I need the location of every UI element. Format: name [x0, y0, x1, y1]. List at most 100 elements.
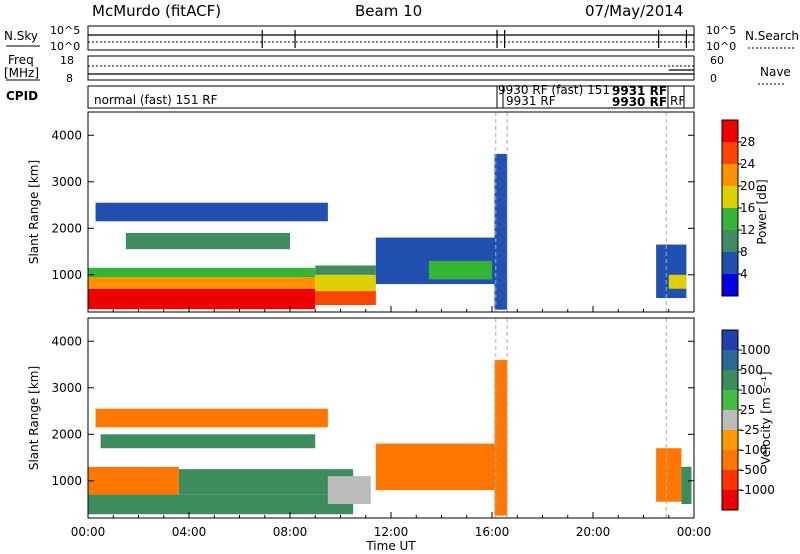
y-tick-label: 2000 [51, 221, 82, 235]
power-y-axis: 1000 2000 3000 4000 [51, 128, 694, 282]
cpid-c: 9931 RF [612, 84, 667, 98]
colorbar-swatch-1 [722, 350, 738, 371]
colorbar-swatch-7 [722, 470, 738, 491]
data-region-12 [668, 274, 687, 289]
data-region-8 [656, 448, 682, 502]
velocity-colorbar-label: Velocity [m s⁻¹] [759, 371, 773, 464]
y-tick-label: 4000 [51, 334, 82, 348]
colorbar-swatch-3 [722, 186, 738, 209]
colorbar-frame [721, 329, 739, 511]
data-region-9 [125, 232, 290, 250]
freq-bottom-tick: 8 [66, 72, 73, 85]
freq-top-tick: 18 [60, 54, 74, 67]
colorbar-tick-label: -100 [740, 443, 767, 457]
colorbar-tick-label: 20 [740, 179, 755, 193]
nsearch-right-bottom-tick: 10^0 [706, 40, 736, 53]
data-region-1 [88, 277, 316, 289]
freq-label-line2: [MHz] [4, 66, 39, 80]
beam-title: Beam 10 [355, 2, 422, 20]
x-tick-label: 12:00 [374, 525, 409, 539]
y-tick-label: 4000 [51, 128, 82, 142]
cpid-label: CPID [6, 89, 38, 103]
velocity-ylabel: Slant Range [km] [27, 366, 41, 470]
colorbar-swatch-5 [722, 230, 738, 253]
date-title: 07/May/2014 [585, 2, 683, 20]
freq-strip: Freq [MHz] 18 8 60 0 Nave [4, 53, 791, 85]
colorbar-tick-label: 100 [740, 383, 763, 397]
data-region-2 [88, 267, 316, 278]
colorbar-swatch-7 [722, 274, 738, 297]
data-region-2 [178, 469, 354, 495]
y-tick-label: 3000 [51, 381, 82, 395]
y-tick-label: 2000 [51, 427, 82, 441]
colorbar-tick-label: 4 [740, 267, 748, 281]
cpid-e: RF [670, 94, 685, 108]
data-region-8 [95, 202, 328, 222]
x-tick-label: 20:00 [576, 525, 611, 539]
data-region-6 [95, 408, 328, 428]
data-region-4 [375, 443, 503, 491]
y-tick-label: 1000 [51, 474, 82, 488]
data-region-3 [327, 476, 371, 505]
nsky-left-top-tick: 10^5 [50, 24, 80, 37]
data-region-5 [100, 434, 316, 449]
colorbar-tick-label: 8 [740, 245, 748, 259]
freq-label-line1: Freq [8, 53, 34, 67]
nsky-left-bottom-tick: 10^0 [50, 40, 80, 53]
colorbar-swatch-2 [722, 370, 738, 391]
cpid-main: normal (fast) 151 RF [94, 93, 218, 107]
velocity-y-axis: 1000 2000 3000 4000 [51, 334, 694, 488]
colorbar-tick-label: -500 [740, 463, 767, 477]
colorbar-swatch-0 [722, 120, 738, 143]
colorbar-tick-label: 16 [740, 201, 755, 215]
colorbar-swatch-6 [722, 252, 738, 275]
data-region-5 [315, 265, 376, 275]
power-panel: 1000 2000 3000 4000 Slant Range [km] 4 8 12 16… [27, 111, 769, 313]
cpid-b: 9931 RF [506, 94, 556, 108]
nsky-strip: N.Sky 10^5 10^0 10^5 10^0 N.Search [4, 24, 799, 53]
power-colorbar: 4 8 12 16 20 24 28 [721, 119, 755, 297]
power-colorbar-label: Power [dB] [755, 179, 769, 244]
nave-label: Nave [760, 65, 791, 79]
colorbar-swatch-1 [722, 142, 738, 165]
x-tick-label: 04:00 [172, 525, 207, 539]
colorbar-swatch-3 [722, 390, 738, 411]
x-tick-label: 00:00 [677, 525, 712, 539]
velocity-data [88, 318, 692, 518]
colorbar-tick-label: 1000 [740, 343, 771, 357]
x-tick-label: 16:00 [475, 525, 510, 539]
colorbar-swatch-4 [722, 410, 738, 431]
data-region-0 [88, 288, 316, 310]
nsearch-label: N.Search [745, 29, 799, 43]
station-title: McMurdo (fitACF) [92, 2, 221, 20]
cpid-a: 9930 RF (fast) 151 [498, 83, 610, 97]
cpid-strip: CPID normal (fast) 151 RF 9930 RF (fast)… [6, 83, 695, 109]
x-tick-label: 00:00 [71, 525, 106, 539]
colorbar-tick-label: 12 [740, 223, 755, 237]
colorbar-tick-label: 25 [740, 403, 755, 417]
colorbar-tick-label: 28 [740, 135, 755, 149]
colorbar-swatch-8 [722, 490, 738, 511]
time-x-axis: 00:00 04:00 08:00 12:00 16:00 20:00 00:00 [71, 525, 712, 539]
data-region-7 [494, 359, 508, 516]
colorbar-tick-label: 500 [740, 363, 763, 377]
colorbar-swatch-5 [722, 430, 738, 451]
colorbar-tick-label: 24 [740, 157, 755, 171]
colorbar-swatch-2 [722, 164, 738, 187]
data-region-9 [681, 466, 692, 505]
data-region-10 [494, 153, 508, 310]
velocity-panel: 1000 2000 3000 4000 Slant Range [km] 1000 50… [27, 317, 775, 519]
nsky-trace [88, 30, 694, 48]
velocity-colorbar: 1000 500 100 25 -25 -100 -500 -1000 [721, 329, 775, 511]
power-ylabel: Slant Range [km] [27, 160, 41, 264]
data-region-1 [88, 494, 354, 515]
nave-bottom-tick: 0 [710, 72, 717, 85]
nave-top-tick: 60 [710, 54, 724, 67]
nsearch-right-top-tick: 10^5 [706, 24, 736, 37]
colorbar-swatch-4 [722, 208, 738, 231]
freq-trace [88, 65, 694, 75]
data-region-11 [656, 244, 687, 299]
y-tick-label: 3000 [51, 175, 82, 189]
colorbar-swatch-6 [722, 450, 738, 471]
